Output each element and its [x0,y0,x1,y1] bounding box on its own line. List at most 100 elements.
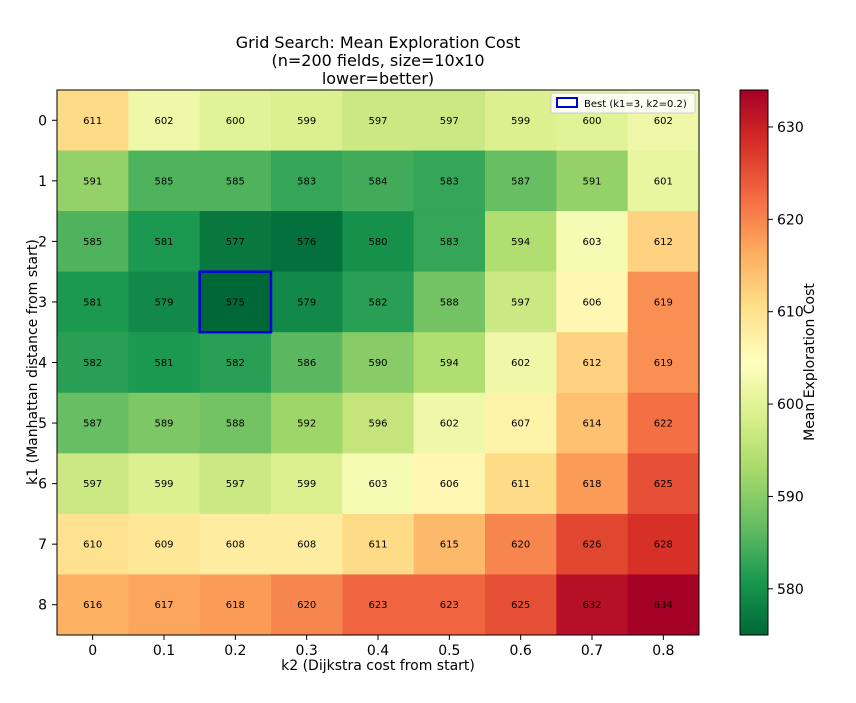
y-tick-label: 4 [38,356,47,372]
cell-value-label: 597 [368,116,387,127]
cell-value-label: 579 [297,297,316,308]
x-tick-label: 0.1 [153,643,175,659]
heatmap-cell [199,150,272,212]
x-tick-label: 0.7 [581,643,603,659]
cell-value-label: 620 [511,540,530,551]
heatmap-cells [57,90,700,636]
heatmap-cell [627,211,700,273]
cell-value-label: 585 [154,176,173,187]
cell-value-label: 597 [226,479,245,490]
cell-value-label: 575 [226,297,245,308]
cell-value-label: 583 [440,176,459,187]
heatmap-cell [271,392,343,454]
cell-value-label: 618 [226,600,245,611]
cell-value-label: 597 [83,479,102,490]
heatmap-cell [413,211,486,273]
heatmap-cell [627,332,700,394]
heatmap-cell [128,150,201,212]
cell-value-label: 616 [83,600,102,611]
heatmap-cell [128,332,201,394]
cell-value-label: 592 [297,419,316,430]
cell-value-label: 591 [582,176,601,187]
legend-swatch [556,97,578,108]
cell-value-label: 586 [297,358,316,369]
cell-value-label: 588 [440,297,459,308]
x-tick-label: 0.3 [296,643,318,659]
heatmap-cell [413,513,486,575]
colorbar [739,89,769,636]
heatmap-cell [57,332,129,394]
cell-value-label: 608 [297,540,316,551]
y-tick-label: 5 [38,416,47,432]
cell-value-label: 609 [154,540,173,551]
heatmap-cell [342,574,415,636]
chart-title-line-2: (n=200 fields, size=10x10 [271,51,484,70]
cell-value-label: 612 [582,358,601,369]
cell-value-label: 619 [654,358,673,369]
heatmap-cell [128,392,201,454]
cell-value-label: 615 [440,540,459,551]
cell-value-label: 587 [511,176,530,187]
chart-title-line-3: lower=better) [322,69,434,88]
heatmap-cell [413,453,486,515]
heatmap-cell [342,392,415,454]
cell-value-label: 628 [654,540,673,551]
cell-value-label: 602 [511,358,530,369]
heatmap-cell [342,513,415,575]
cell-value-label: 591 [83,176,102,187]
cell-value-label: 579 [154,297,173,308]
heatmap-cell [271,453,343,515]
cell-value-label: 617 [154,600,173,611]
heatmap-cell [128,211,201,273]
heatmap-cell [485,271,557,333]
colorbar-label: Mean Exploration Cost [802,283,818,441]
heatmap-cell [485,332,557,394]
heatmap-cell [271,150,343,212]
cell-value-label: 634 [654,600,673,611]
x-tick-label: 0.6 [510,643,532,659]
heatmap-cell [57,574,129,636]
heatmap-cell [413,574,486,636]
colorbar-tick-label: 590 [777,489,804,505]
x-axis-ticks: 0 0.1 0.2 0.3 0.4 0.5 0.6 0.7 0.8 [88,635,674,659]
heatmap-cell [128,574,201,636]
colorbar-tick-label: 610 [777,305,804,321]
heatmap-cell [556,392,629,454]
cell-value-label: 587 [83,419,102,430]
heatmap-cell [342,90,415,152]
x-axis-label: k2 (Dijkstra cost from start) [281,658,475,674]
heatmap-cell [485,453,557,515]
cell-value-label: 611 [368,540,387,551]
heatmap-cell [413,150,486,212]
y-tick-label: 7 [38,537,47,553]
cell-value-label: 623 [368,600,387,611]
heatmap-cell [57,150,129,212]
cell-value-label: 612 [654,237,673,248]
heatmap-cell [199,211,272,273]
cell-value-label: 597 [440,116,459,127]
cell-value-label: 600 [226,116,245,127]
heatmap-cell [413,271,486,333]
y-tick-label: 1 [38,174,47,190]
x-tick-label: 0.4 [367,643,389,659]
cell-value-label: 581 [154,237,173,248]
x-tick-label: 0.2 [224,643,246,659]
heatmap-cell [57,211,129,273]
y-axis-label: k1 (Manhattan distance from start) [25,239,41,485]
colorbar-tick-label: 620 [777,212,804,228]
cell-value-label: 583 [440,237,459,248]
heatmap-cell [128,453,201,515]
cell-value-label: 611 [511,479,530,490]
cell-value-label: 599 [511,116,530,127]
cell-value-label: 597 [511,297,530,308]
heatmap-cell [342,211,415,273]
heatmap-cell [128,513,201,575]
heatmap-cell [57,392,129,454]
heatmap-cell [485,90,557,152]
cell-value-label: 607 [511,419,530,430]
cell-value-label: 608 [226,540,245,551]
cell-value-label: 596 [368,419,387,430]
heatmap-cell [271,574,343,636]
heatmap-cell-labels: 611 602 600 599 597 597 599 600 602 591 585 585 583 5… [83,116,673,611]
